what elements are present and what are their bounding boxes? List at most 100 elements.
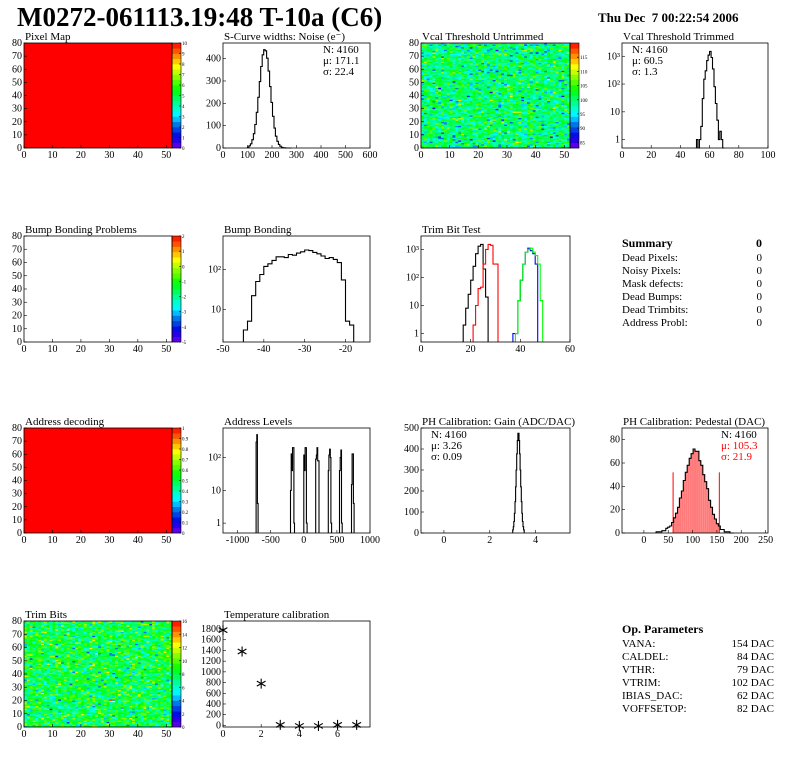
heatmap-cell (558, 116, 562, 119)
heatmap-cell (461, 111, 465, 113)
heatmap-cell (506, 115, 511, 117)
heatmap-cell (498, 70, 502, 73)
heatmap-cell (527, 99, 531, 102)
heatmap-cell (429, 140, 433, 142)
heatmap-cell (438, 115, 442, 117)
heatmap-cell (492, 56, 496, 58)
y-tick-label: 10² (208, 265, 221, 276)
heatmap-cell (512, 81, 516, 83)
heatmap-cell (469, 134, 473, 137)
heatmap-cell (481, 136, 485, 138)
colorbar-band (172, 304, 181, 311)
heatmap-cell (521, 104, 525, 107)
heatmap-cell (501, 44, 505, 46)
heatmap-cell (435, 102, 439, 104)
heatmap-cell (484, 69, 488, 71)
heatmap-cell (452, 77, 456, 79)
heatmap-cell (24, 689, 28, 692)
heatmap-cell (538, 113, 542, 116)
heatmap-cell (498, 98, 502, 100)
heatmap-cell (446, 136, 450, 138)
colorbar-band (172, 496, 181, 502)
heatmap-cell (443, 43, 448, 45)
heatmap-cell (423, 62, 428, 65)
heatmap-cell (521, 134, 525, 137)
heatmap-cell (561, 83, 565, 86)
heatmap-cell (524, 138, 528, 141)
heatmap-cell (443, 44, 448, 46)
heatmap-cell (527, 77, 531, 79)
y-tick-label: 300 (404, 465, 419, 476)
heatmap-cell (512, 82, 516, 84)
heatmap-cell (446, 142, 450, 145)
heatmap-cell (532, 57, 536, 60)
heatmap-cell (495, 98, 499, 100)
heatmap-cell (455, 83, 459, 86)
heatmap-cell (504, 53, 508, 56)
heatmap-cell (432, 74, 436, 77)
heatmap-cell (478, 137, 482, 140)
heatmap-cell (492, 88, 496, 91)
heatmap-cell (455, 106, 459, 108)
y-tick-label: 1 (615, 135, 620, 146)
heatmap-cell (435, 119, 439, 121)
heatmap-cell (26, 704, 30, 707)
heatmap-cell (555, 61, 559, 63)
heatmap-cell (472, 124, 476, 126)
heatmap-cell (458, 71, 462, 74)
heatmap-cell (552, 61, 556, 63)
heatmap-cell (484, 134, 488, 137)
heatmap-cell (564, 116, 568, 119)
heatmap-cell (24, 693, 28, 696)
heatmap-cell (527, 56, 531, 58)
heatmap-cell (492, 67, 496, 70)
heatmap-cell (24, 630, 28, 632)
heatmap-cell (423, 106, 428, 108)
heatmap-cell (435, 88, 439, 91)
heatmap-cell (438, 121, 442, 124)
heatmap-cell (466, 113, 471, 116)
heatmap-cell (555, 78, 559, 81)
heatmap-cell (495, 73, 499, 75)
heatmap-cell (552, 142, 556, 145)
heatmap-cell (443, 70, 448, 73)
heatmap-cell (524, 119, 528, 121)
heatmap-cell (461, 90, 465, 92)
heatmap-cell (558, 103, 562, 105)
heatmap-cell (24, 621, 28, 623)
heatmap-cell (532, 78, 536, 81)
heatmap-cell (549, 54, 554, 57)
heatmap-cell (461, 92, 465, 95)
heatmap-cell (423, 88, 428, 91)
heatmap-cell (421, 83, 425, 86)
heatmap-cell (515, 115, 519, 117)
heatmap-cell (475, 57, 479, 60)
heatmap-cell (544, 144, 548, 146)
stats-line: σ: 1.3 (632, 66, 658, 78)
heatmap-cell (567, 130, 571, 133)
heatmap-cell (24, 654, 28, 656)
heatmap-cell (435, 103, 439, 105)
heatmap-cell (504, 104, 508, 107)
heatmap-cell (527, 52, 531, 54)
heatmap-cell (446, 45, 450, 48)
heatmap-cell (509, 52, 513, 54)
heatmap-cell (532, 107, 536, 109)
heatmap-cell (432, 61, 436, 63)
heatmap-cell (429, 125, 433, 128)
heatmap-cell (472, 95, 476, 98)
heatmap-cell (538, 141, 542, 144)
page-title: M0272-061113.19:48 T-10a (C6) (17, 2, 383, 32)
heatmap-cell (441, 60, 445, 62)
heatmap-cell (547, 111, 551, 113)
heatmap-cell (504, 94, 508, 96)
heatmap-cell (484, 85, 488, 87)
heatmap-cell (558, 85, 562, 87)
heatmap-cell (495, 48, 499, 50)
heatmap-cell (518, 49, 522, 52)
heatmap-cell (421, 109, 425, 112)
y-tick-label: 80 (12, 423, 22, 434)
heatmap-cell (538, 77, 542, 79)
heatmap-cell (518, 57, 522, 60)
